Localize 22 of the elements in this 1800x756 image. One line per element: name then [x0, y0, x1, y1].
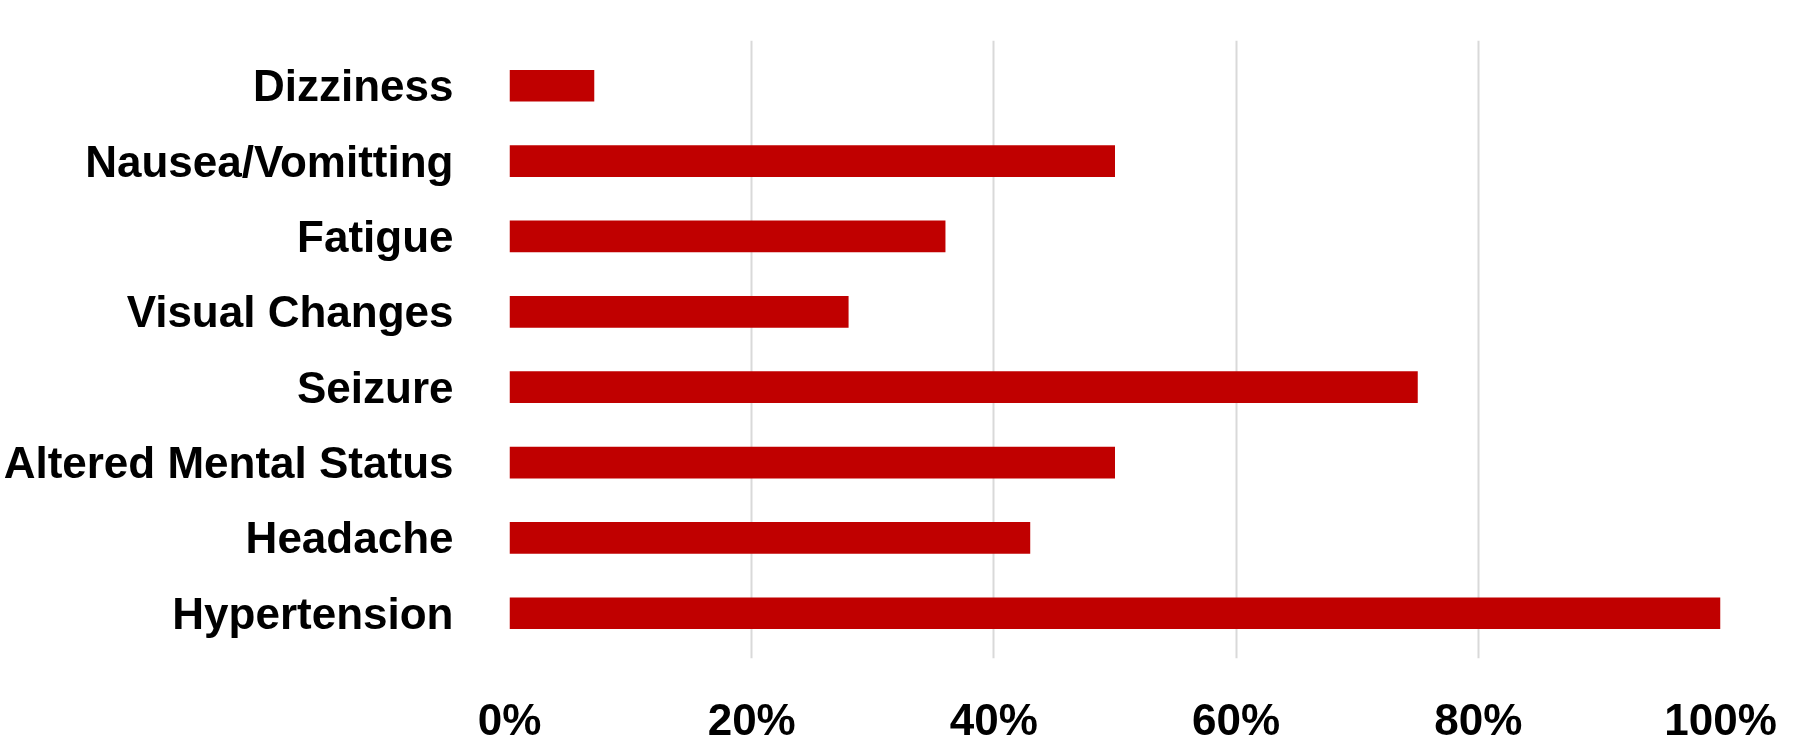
- bar: [509, 446, 1115, 479]
- y-tick-label: Fatigue: [297, 211, 454, 261]
- y-tick-label: Hypertension: [172, 588, 454, 638]
- bar: [509, 145, 1115, 177]
- y-tick-label: Altered Mental Status: [3, 438, 454, 488]
- bar: [509, 597, 1721, 630]
- bar: [509, 371, 1418, 404]
- y-tick-label: Dizziness: [252, 61, 454, 111]
- bar: [509, 522, 1031, 554]
- bar: [509, 220, 946, 253]
- y-tick-label: Visual Changes: [126, 287, 454, 337]
- x-tick-label: 100%: [1664, 694, 1777, 744]
- x-tick-label: 40%: [949, 694, 1038, 744]
- x-tick-label: 80%: [1434, 694, 1523, 744]
- y-tick-label: Seizure: [296, 362, 454, 412]
- bar: [509, 69, 595, 102]
- x-tick-label: 0%: [477, 694, 542, 744]
- x-tick-label: 20%: [707, 694, 796, 744]
- x-tick-label: 60%: [1192, 694, 1281, 744]
- y-tick-label: Headache: [245, 513, 454, 563]
- y-tick-label: Nausea/Vomitting: [85, 136, 454, 186]
- bar: [509, 295, 849, 328]
